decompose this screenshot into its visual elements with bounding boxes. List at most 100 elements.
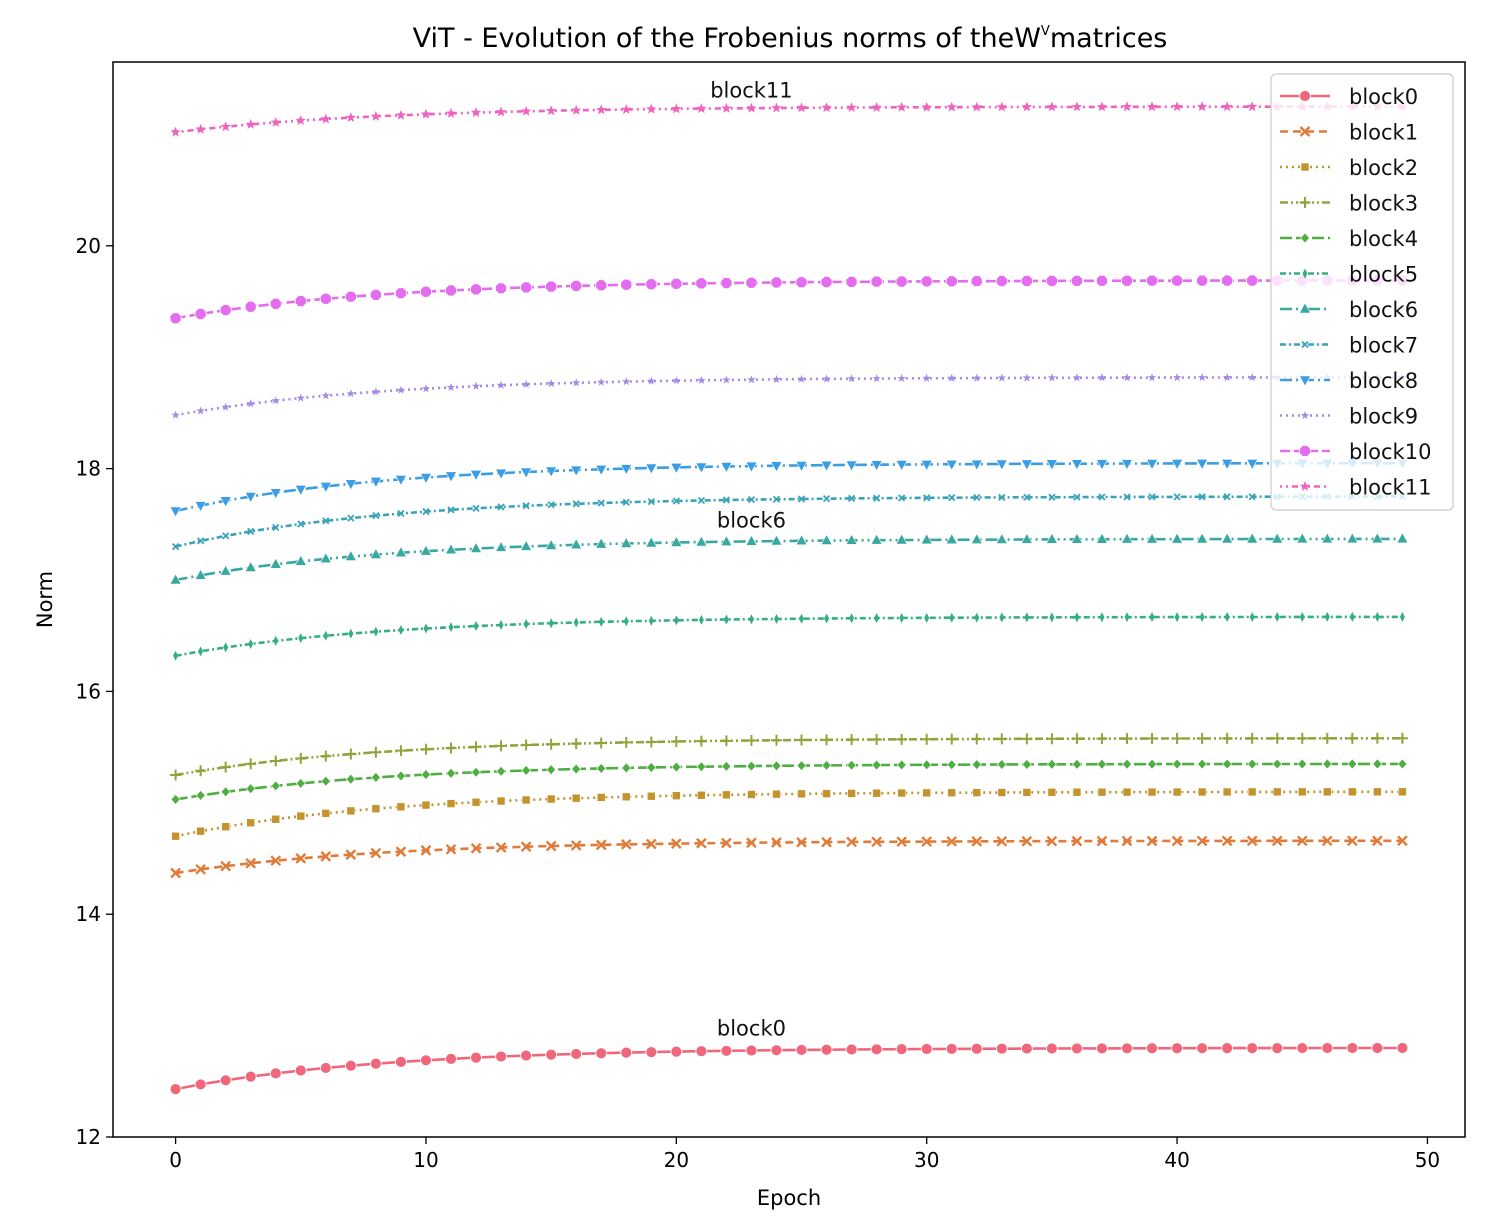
block7-point bbox=[272, 523, 280, 532]
block1-point bbox=[1171, 835, 1183, 847]
block1-point bbox=[245, 857, 257, 869]
block3-point bbox=[595, 737, 607, 749]
legend-label: block9 bbox=[1349, 405, 1418, 429]
block9-point bbox=[271, 396, 280, 405]
block2-point bbox=[1373, 787, 1382, 797]
block6-point bbox=[845, 533, 858, 545]
block10-point bbox=[319, 292, 332, 305]
block9-point bbox=[872, 374, 881, 383]
block6-point bbox=[1070, 532, 1083, 544]
block5-point bbox=[273, 635, 279, 646]
block7-point bbox=[522, 502, 530, 510]
block2-point bbox=[246, 818, 256, 828]
block4-point bbox=[721, 760, 732, 772]
block5-point bbox=[1299, 611, 1305, 622]
block8-point bbox=[845, 460, 858, 472]
block6-point bbox=[1271, 532, 1284, 544]
block5-point bbox=[623, 616, 629, 627]
block11-point bbox=[1196, 101, 1208, 112]
block10-point bbox=[845, 275, 858, 288]
legend-label: block8 bbox=[1349, 369, 1418, 393]
block1-point bbox=[545, 840, 557, 852]
block0-point bbox=[1296, 1042, 1309, 1054]
block8-point bbox=[1146, 459, 1159, 471]
block5-point bbox=[999, 612, 1005, 623]
block7-point bbox=[998, 493, 1006, 502]
block10-point bbox=[1196, 274, 1209, 287]
block4-point bbox=[1147, 758, 1157, 770]
block2-point bbox=[747, 790, 756, 799]
block8-point bbox=[545, 466, 558, 478]
block0-point bbox=[970, 1042, 983, 1055]
block9-point bbox=[1097, 373, 1107, 382]
block11-point bbox=[971, 101, 982, 112]
annotation-block6: block6 bbox=[717, 509, 786, 533]
block8-point bbox=[620, 464, 633, 476]
block3-point bbox=[370, 746, 382, 758]
block10-line bbox=[175, 279, 1403, 320]
block3-point bbox=[545, 738, 557, 750]
block10-point bbox=[1045, 274, 1058, 287]
block4-point bbox=[245, 783, 256, 795]
block0-point bbox=[169, 1083, 182, 1095]
block9-point bbox=[647, 376, 656, 385]
block5-point bbox=[799, 613, 805, 624]
block10-point bbox=[520, 281, 533, 294]
legend-item-block11: block11 bbox=[1280, 476, 1431, 500]
block2-point bbox=[1272, 787, 1282, 797]
block2-point bbox=[772, 789, 781, 799]
block9-point bbox=[1122, 373, 1132, 382]
block1-point bbox=[746, 837, 757, 849]
block1-point bbox=[1321, 835, 1333, 847]
block5-point bbox=[598, 616, 604, 627]
block4-point bbox=[896, 759, 907, 771]
block4-point bbox=[596, 763, 607, 774]
block10-point bbox=[269, 297, 282, 310]
block0-point bbox=[194, 1078, 207, 1091]
block3-point bbox=[1196, 732, 1208, 744]
block9-point bbox=[897, 373, 906, 383]
block11-point bbox=[746, 102, 757, 113]
block7-point bbox=[847, 494, 856, 503]
block4-line bbox=[175, 762, 1403, 801]
block1-point bbox=[220, 860, 232, 872]
block8-point bbox=[770, 461, 783, 473]
block3-point bbox=[620, 736, 632, 748]
block3-point bbox=[1371, 732, 1383, 744]
block1-point bbox=[170, 867, 181, 879]
legend-label: block2 bbox=[1349, 156, 1418, 180]
block9-point bbox=[1022, 373, 1032, 382]
block1-point bbox=[595, 839, 607, 851]
block2-point bbox=[346, 806, 356, 816]
block6-point bbox=[1296, 532, 1309, 544]
series-block11 bbox=[170, 101, 1408, 137]
block5-point bbox=[1174, 612, 1180, 623]
block10-point bbox=[1171, 274, 1183, 287]
block0-point bbox=[770, 1044, 783, 1057]
annotation-block11: block11 bbox=[710, 79, 792, 103]
block8-point bbox=[169, 506, 182, 518]
block3-point bbox=[745, 735, 757, 747]
block8-point bbox=[495, 468, 508, 480]
block7-point bbox=[772, 495, 781, 503]
block6-point bbox=[995, 532, 1008, 544]
block9-point bbox=[972, 373, 982, 382]
block8-point bbox=[695, 462, 708, 474]
block10-point bbox=[770, 276, 783, 289]
block9-point bbox=[196, 406, 205, 415]
block1-point bbox=[1196, 835, 1208, 847]
block4-point bbox=[1072, 758, 1082, 770]
block4-point bbox=[1222, 758, 1233, 770]
block2-point bbox=[1348, 787, 1357, 797]
block0-point bbox=[870, 1043, 883, 1056]
block10-point bbox=[194, 307, 207, 320]
y-tick-label: 12 bbox=[76, 1125, 101, 1149]
block10-point bbox=[344, 290, 357, 303]
block3-point bbox=[896, 733, 908, 745]
block9-point bbox=[1222, 373, 1232, 382]
block6-point bbox=[870, 533, 883, 545]
legend-item-block8: block8 bbox=[1280, 369, 1418, 393]
block2-point bbox=[947, 788, 957, 798]
block8-point bbox=[1120, 459, 1134, 471]
legend: block0 block1 block2 block3 block4 block5 bloc… bbox=[1270, 73, 1454, 511]
